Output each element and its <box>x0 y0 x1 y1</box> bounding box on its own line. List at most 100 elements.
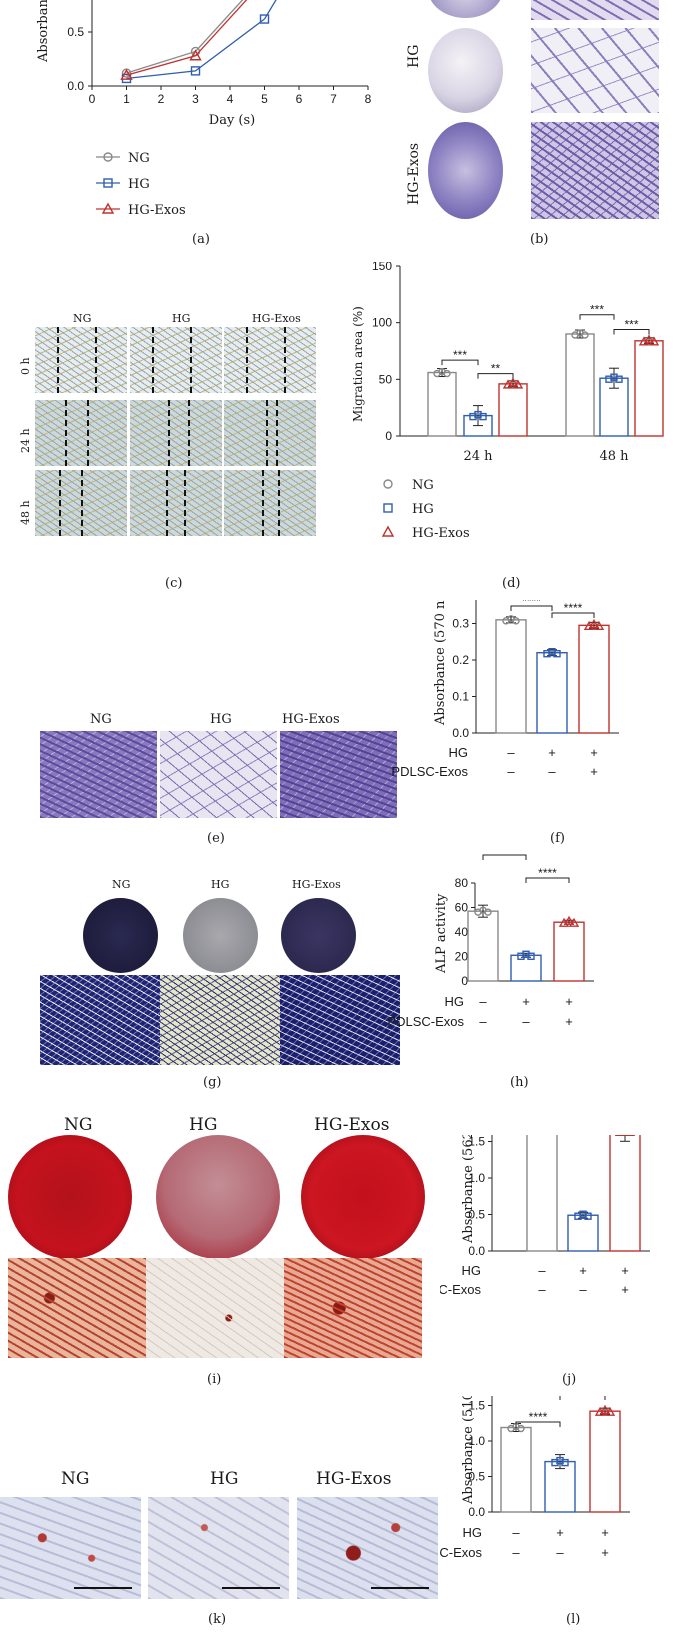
chart-l-dot-1 <box>551 1458 559 1467</box>
chart-h-sig-0-text: **** <box>495 850 514 857</box>
dish-g-hgexos <box>281 898 356 973</box>
chart-j-treatment-label-0: HG <box>462 1263 482 1278</box>
d-sig-2-text: *** <box>590 303 604 317</box>
micro-k-hgexos <box>297 1497 438 1599</box>
chart-h-treatment-mark: + <box>522 994 530 1009</box>
chart-h-dot-0 <box>484 908 492 916</box>
d-1-dot-2 <box>643 334 655 344</box>
scratch-image <box>224 400 316 466</box>
chart-l-bar-2 <box>589 1410 621 1513</box>
d-0-dot-1 <box>474 410 482 419</box>
chart-f-dot-2 <box>593 620 605 631</box>
scratch-image <box>130 327 222 393</box>
row-48h: 48 h <box>19 500 32 525</box>
chart-j-treatment-mark: – <box>538 1282 546 1297</box>
chart-h-y-axis-title: ALP activity <box>434 893 449 974</box>
y-axis-title-a: Absorbance <box>36 0 51 63</box>
x-tick-label-a: 4 <box>227 92 234 106</box>
d-sig-1-text: ** <box>491 362 501 376</box>
chart-f-dot-0 <box>512 617 520 625</box>
panel-label-k: (k) <box>208 1612 227 1627</box>
y-axis-title-d: Migration area (%) <box>351 306 365 422</box>
d-sig-2-bracket <box>579 314 615 320</box>
d-1-dot-1 <box>610 373 618 381</box>
chart-l-y-tick-label: 1.0 <box>468 1434 485 1448</box>
chart-l-treatment-label-1: PDLSC-Exos <box>440 1545 483 1560</box>
scratch-edge-line <box>278 470 280 536</box>
x-axis-title-a: Day (s) <box>209 113 255 128</box>
legend-marker-d <box>383 503 393 513</box>
chart-l-y-tick-label: 0.0 <box>468 1505 485 1519</box>
chart-f-bar-0 <box>495 619 527 734</box>
d-sig-1-bracket <box>477 373 514 379</box>
micro-i-hg <box>146 1258 284 1358</box>
chart-j-dot-1 <box>584 1212 592 1220</box>
line-series-ng <box>126 0 244 74</box>
scratch-edge-line <box>57 327 59 393</box>
d-1-bar-2 <box>634 340 664 437</box>
col-hgexos-i: HG-Exos <box>314 1115 390 1135</box>
d-sig-3-text: *** <box>624 317 638 331</box>
panel-label-l: (l) <box>566 1612 581 1627</box>
micro-k-hg <box>148 1497 289 1599</box>
scale-bar-k-hgexos <box>371 1587 429 1589</box>
chart-f-dot-1 <box>543 650 551 658</box>
chart-l-sig-0-text: **** <box>529 1410 548 1424</box>
chart-f-y-axis-title: Absorbance (570 nm) <box>433 600 448 726</box>
legend-marker <box>103 152 113 162</box>
dish-hgexos <box>428 122 503 219</box>
chart-f-sig-0-bracket <box>510 605 553 611</box>
d-0-dot-0 <box>443 369 451 378</box>
d-0-dot-1 <box>469 412 477 421</box>
d-sig-0-bracket <box>441 359 479 366</box>
scratch-edge-line <box>262 470 264 536</box>
chart-f-y-tick-label: 0.0 <box>452 726 469 740</box>
legend-label-d-1: HG <box>412 502 434 517</box>
chart-l-dot-2 <box>599 1404 611 1414</box>
chart-h-sig-1-bracket <box>525 877 570 883</box>
chart-h-y-tick-label: 0 <box>461 974 468 988</box>
panel-label-a: (a) <box>192 232 210 247</box>
chart-f-sig-1-bracket <box>551 612 595 618</box>
col-ng-i: NG <box>64 1115 93 1135</box>
scratch-image <box>35 470 127 536</box>
panel-label-e: (e) <box>207 831 225 846</box>
micro-e-hgexos <box>280 731 397 818</box>
panel-label-i: (i) <box>207 1372 222 1387</box>
chart-l-bar-0 <box>500 1426 532 1513</box>
scratch-edge-line <box>95 327 97 393</box>
scratch-edge-line <box>246 327 248 393</box>
chart-f-treatment-label-0: HG <box>449 745 469 760</box>
scratch-edge-line <box>190 327 192 393</box>
panel-label-g: (g) <box>203 1075 222 1090</box>
row-24h: 24 h <box>19 428 32 453</box>
chart-f-treatment-label-1: PDLSC-Exos <box>391 764 468 779</box>
scratch-image <box>35 327 127 393</box>
chart-h-treatment-label-0: HG <box>445 994 465 1009</box>
chart-j-dot-1 <box>574 1212 582 1220</box>
micro-e-ng <box>40 731 157 818</box>
col-hg-g: HG <box>211 878 230 891</box>
col-hg-c: HG <box>172 312 191 325</box>
line-series-hg <box>126 18 265 80</box>
line-series-continuation <box>263 0 277 20</box>
chart-l-dot-1 <box>556 1456 564 1465</box>
scratch-edge-line <box>65 400 67 466</box>
scratch-image <box>35 400 127 466</box>
chart-h-y-tick-label: 20 <box>455 950 469 964</box>
x-tick-label-d: 24 h <box>463 449 493 464</box>
scratch-edge-line <box>152 327 154 393</box>
chart-l-treatment-label-0: HG <box>463 1525 483 1540</box>
chart-j-y-axis-title: Absorbance (562 nm) <box>461 1135 476 1244</box>
chart-l-treatment-mark: + <box>601 1545 609 1560</box>
y-tick-label-d: 150 <box>372 262 392 273</box>
chart-f-y-tick-label: 0.1 <box>452 690 469 704</box>
chart-h-y-tick-label: 40 <box>455 925 469 939</box>
chart-j-treatment-mark: – <box>579 1282 587 1297</box>
chart-h-dot-1 <box>527 952 535 960</box>
legend-label-d-2: HG-Exos <box>412 526 470 541</box>
x-tick-label-a: 8 <box>365 92 372 106</box>
chart-h-y-tick-label: 80 <box>455 876 469 890</box>
y-tick-label-a: 0.0 <box>67 79 84 93</box>
